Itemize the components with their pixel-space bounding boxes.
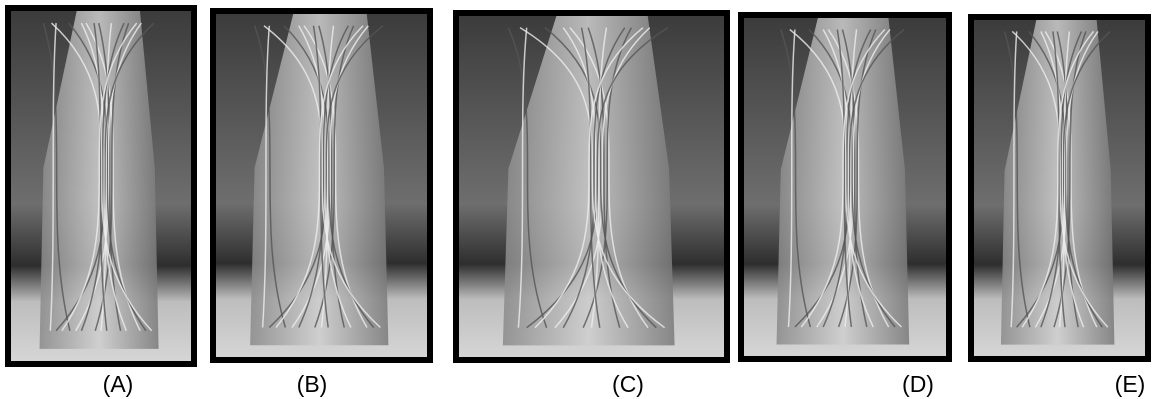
photo xyxy=(738,12,952,362)
panel-label: (C) xyxy=(612,371,644,397)
photo xyxy=(453,10,730,363)
panel-label: (A) xyxy=(103,371,134,397)
panel-label: (E) xyxy=(1115,371,1146,397)
photo xyxy=(5,5,197,367)
photo xyxy=(968,14,1151,362)
photo xyxy=(210,8,433,363)
figure: (A) (B) (C) (D) (E) xyxy=(0,0,1156,399)
page: (A) (B) (C) (D) (E) (() => { const data … xyxy=(0,0,1156,399)
panel-label: (D) xyxy=(902,371,934,397)
panel-labels: (A) (B) (C) (D) (E) xyxy=(103,371,1146,397)
photo-panels xyxy=(5,5,1151,367)
panel-label: (B) xyxy=(297,371,328,397)
